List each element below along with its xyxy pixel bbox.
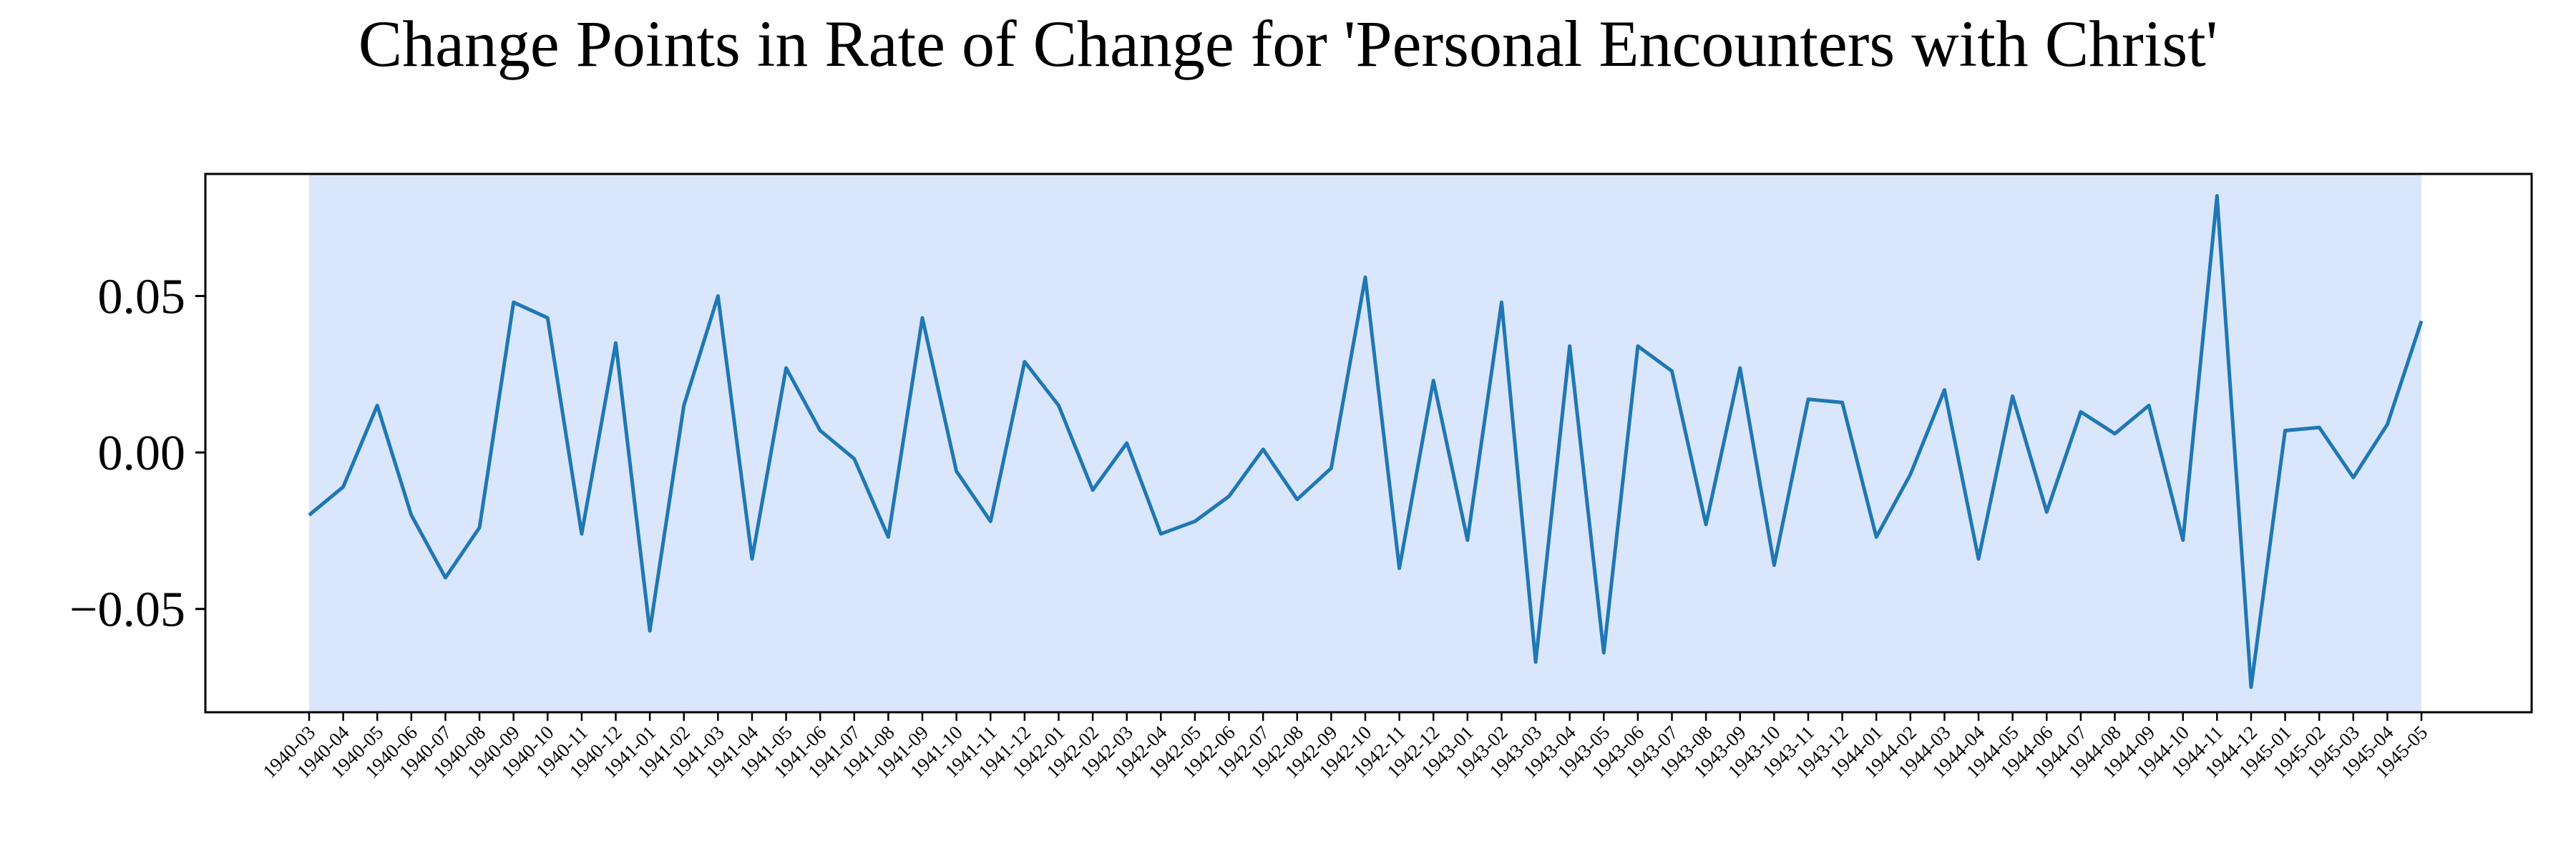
series-line	[308, 194, 2424, 689]
chart-title: Change Points in Rate of Change for 'Per…	[358, 7, 2218, 80]
plot-frame	[204, 173, 2533, 714]
y-tick-label: −0.05	[69, 583, 185, 638]
y-tick-label: 0.00	[98, 426, 186, 481]
y-tick-label: 0.05	[98, 270, 186, 325]
